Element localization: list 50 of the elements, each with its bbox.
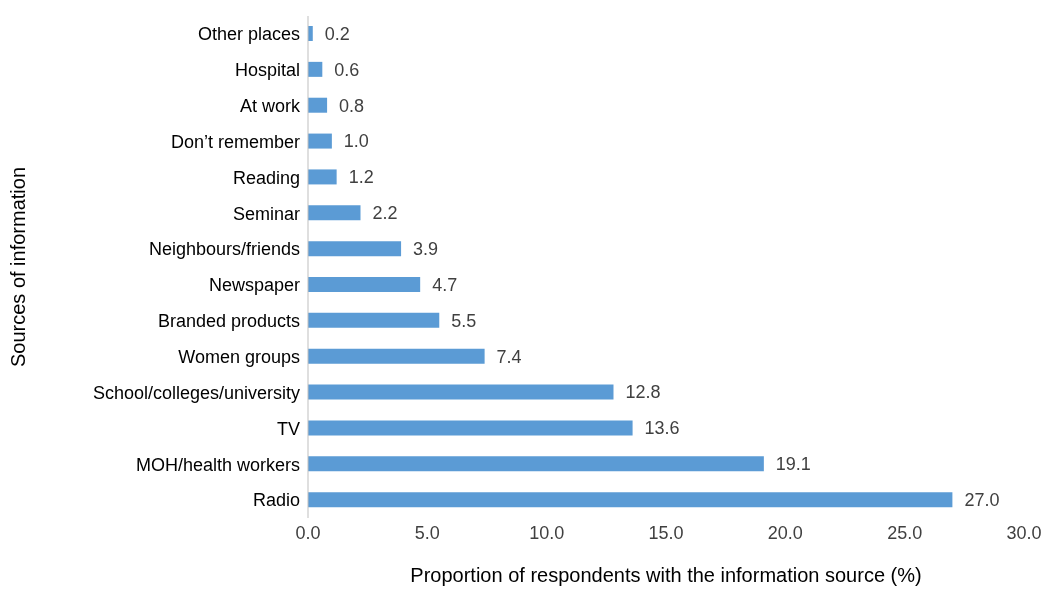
y-tick-label: Newspaper xyxy=(208,275,300,296)
y-tick-label: Women groups xyxy=(178,347,300,368)
x-tick-label: 10.0 xyxy=(529,522,565,543)
y-tick-label: TV xyxy=(276,418,300,439)
x-tick-label: 5.0 xyxy=(414,522,440,543)
bar xyxy=(308,312,440,328)
y-tick-label: Don’t remember xyxy=(170,131,300,152)
data-label: 1.0 xyxy=(343,131,369,152)
data-label: 12.8 xyxy=(625,382,661,403)
data-label: 4.7 xyxy=(432,274,458,295)
bar xyxy=(308,348,485,364)
x-axis-title: Proportion of respondents with the information source (%) xyxy=(410,564,922,587)
x-tick-label: 20.0 xyxy=(767,522,803,543)
y-tick-label: Other places xyxy=(197,24,300,45)
x-tick-label: 15.0 xyxy=(648,522,684,543)
x-tick-label: 30.0 xyxy=(1006,522,1042,543)
y-tick-label: Seminar xyxy=(232,203,300,224)
bar xyxy=(308,241,402,257)
bar xyxy=(308,277,421,292)
x-tick-label: 25.0 xyxy=(887,522,923,543)
y-axis-title: Sources of information xyxy=(7,166,30,368)
data-label: 13.6 xyxy=(644,418,680,439)
y-tick-label: Branded products xyxy=(157,311,300,332)
data-label: 5.5 xyxy=(451,310,477,331)
bar xyxy=(308,384,614,400)
data-label: 0.2 xyxy=(324,23,350,44)
data-label: 3.9 xyxy=(413,239,439,260)
y-tick-label: Hospital xyxy=(234,60,300,81)
y-tick-label: School/colleges/university xyxy=(92,382,300,403)
x-tick-label: 0.0 xyxy=(295,522,321,543)
data-label: 1.2 xyxy=(348,167,374,188)
data-label: 0.6 xyxy=(334,59,360,80)
y-tick-label: Radio xyxy=(252,490,300,511)
bar xyxy=(308,205,361,221)
data-label: 19.1 xyxy=(775,454,811,475)
bar xyxy=(308,133,332,149)
data-label: 27.0 xyxy=(964,490,1000,511)
data-label: 0.8 xyxy=(339,95,365,116)
y-tick-label: Reading xyxy=(232,167,300,188)
y-tick-label: At work xyxy=(239,96,301,117)
y-tick-label: Neighbours/friends xyxy=(148,239,300,260)
bar xyxy=(308,420,633,436)
bar xyxy=(308,492,953,508)
bar xyxy=(308,456,764,472)
y-tick-label: MOH/health workers xyxy=(135,454,300,475)
data-label: 7.4 xyxy=(496,346,522,367)
bar xyxy=(308,61,323,77)
bar xyxy=(308,97,328,113)
data-label: 2.2 xyxy=(372,203,398,224)
bar xyxy=(308,169,337,185)
